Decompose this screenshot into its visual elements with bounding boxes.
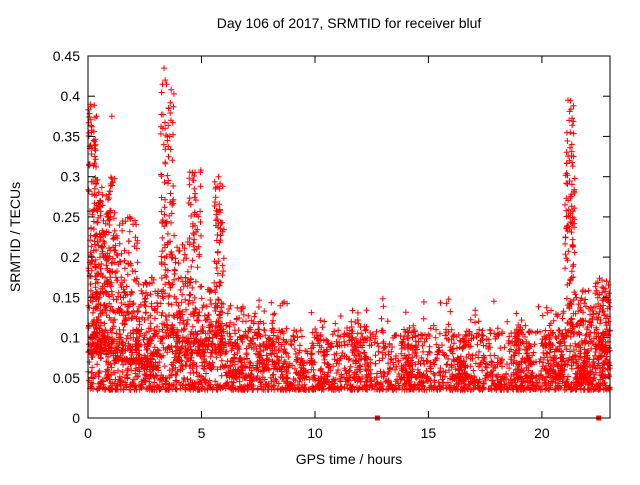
y-tick-label: 0.25 bbox=[53, 209, 80, 225]
scatter-points-path bbox=[85, 65, 613, 393]
y-tick-label: 0 bbox=[72, 410, 80, 426]
x-tick-label: 20 bbox=[534, 425, 550, 441]
x-tick-label: 5 bbox=[198, 425, 206, 441]
y-axis-label: SRMTID / TECUs bbox=[7, 182, 23, 292]
data-points bbox=[85, 65, 613, 421]
x-tick-label: 15 bbox=[421, 425, 437, 441]
y-tick-label: 0.45 bbox=[53, 48, 80, 64]
y-tick-label: 0.4 bbox=[61, 88, 81, 104]
x-tick-label: 0 bbox=[84, 425, 92, 441]
y-tick-label: 0.05 bbox=[53, 370, 80, 386]
y-tick-label: 0.1 bbox=[61, 330, 81, 346]
axis-tick-labels: 0 5 10 15 20 0 0.05 0.1 0.15 0.2 0.25 0.3 0.35 0.4 0.4… bbox=[53, 48, 550, 441]
x-axis-label: GPS time / hours bbox=[296, 451, 403, 467]
y-tick-label: 0.35 bbox=[53, 128, 80, 144]
x-tick-label: 10 bbox=[307, 425, 323, 441]
y-tick-label: 0.2 bbox=[61, 249, 81, 265]
chart-title: Day 106 of 2017, SRMTID for receiver blu… bbox=[217, 15, 482, 31]
y-tick-label: 0.15 bbox=[53, 289, 80, 305]
y-tick-label: 0.3 bbox=[61, 169, 81, 185]
plot-border bbox=[87, 55, 611, 419]
